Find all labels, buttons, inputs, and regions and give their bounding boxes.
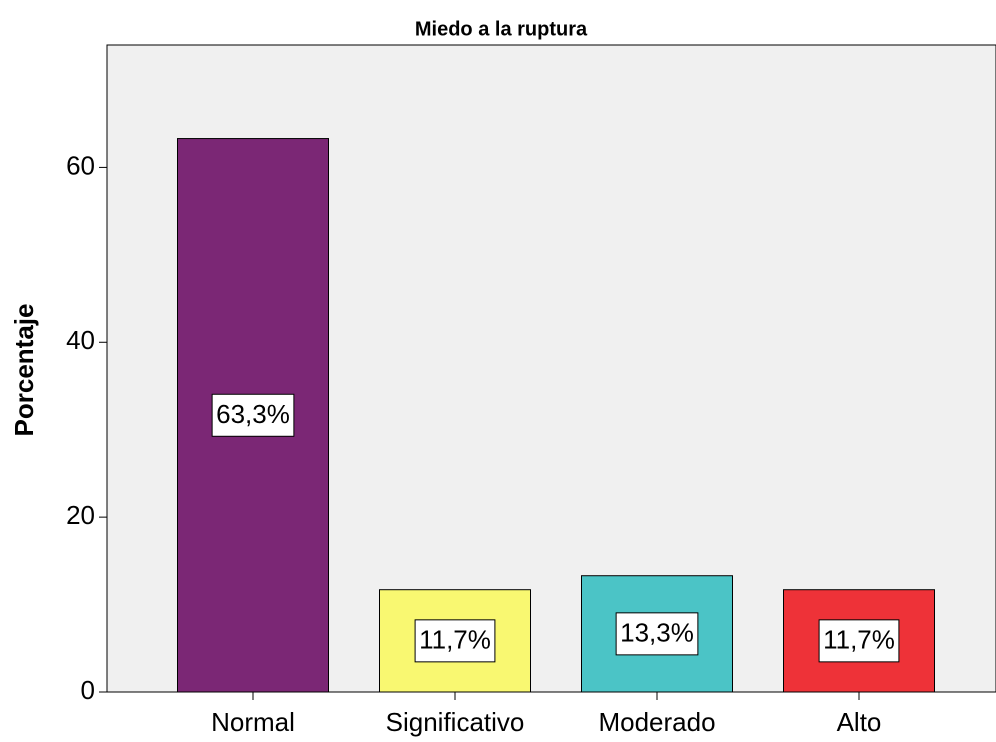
- x-tick-label: Moderado: [598, 707, 715, 737]
- value-label: 13,3%: [620, 618, 694, 648]
- y-tick-label: 60: [66, 150, 95, 180]
- value-label: 63,3%: [216, 399, 290, 429]
- value-label: 11,7%: [823, 625, 895, 655]
- value-label-box: [818, 619, 900, 663]
- value-label: 11,7%: [419, 625, 491, 655]
- x-tick-label: Normal: [211, 707, 295, 737]
- value-label-box: [414, 619, 496, 663]
- value-label-box: [211, 393, 295, 437]
- y-tick-label: 0: [81, 675, 95, 705]
- value-label-box: [615, 612, 699, 656]
- y-tick-label: 40: [66, 325, 95, 355]
- x-tick-label: Alto: [837, 707, 882, 737]
- y-axis-label: Porcentaje: [9, 304, 39, 437]
- y-tick-label: 20: [66, 500, 95, 530]
- chart-title: Miedo a la ruptura: [415, 18, 588, 40]
- bar: [177, 138, 329, 693]
- x-tick-label: Significativo: [386, 707, 525, 737]
